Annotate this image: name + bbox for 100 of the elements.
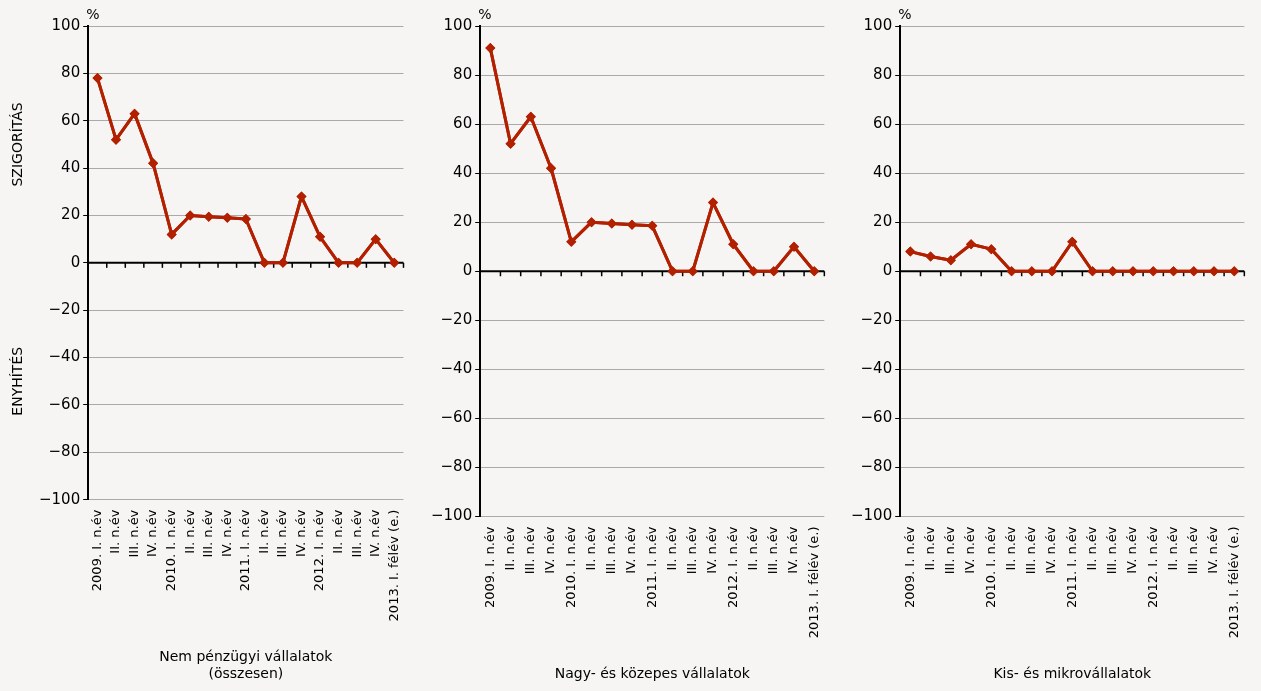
point: [315, 231, 326, 242]
x-tick-label: IV. n.év: [1205, 526, 1221, 574]
y-tick-label: −60: [48, 394, 81, 413]
x-tick-label: IV. n.év: [962, 526, 978, 574]
x-tick-label: II. n.év: [181, 509, 197, 554]
x-tick-label: II. n.év: [1164, 526, 1180, 571]
x-tick-label: III. n.év: [603, 526, 619, 575]
x-tick-label: II. n.év: [255, 509, 271, 554]
x-tick-label: II. n.év: [663, 526, 679, 571]
y-tick-label: −40: [440, 359, 473, 378]
y-tick-label: 20: [873, 212, 893, 231]
x-tick-label: II. n.év: [329, 509, 345, 554]
y-tick-label: −100: [431, 506, 473, 525]
y-tick-label: 20: [61, 205, 81, 224]
y-tick-label: 100: [863, 15, 893, 34]
x-tick-label: 2010. I. n.év: [562, 526, 578, 608]
point: [370, 234, 381, 245]
x-tick-label: IV. n.év: [542, 526, 558, 574]
x-axis-title: Kis- és mikrovállalatok: [993, 665, 1153, 682]
y-tick-label: −20: [860, 310, 893, 329]
y-tick-label: 0: [882, 261, 893, 280]
point: [485, 43, 496, 54]
point: [586, 217, 597, 228]
point: [505, 138, 516, 149]
x-tick-label: III. n.év: [125, 509, 141, 558]
x-tick-label: IV. n.év: [292, 509, 308, 558]
point: [1067, 236, 1078, 247]
y-axis-title: %: [86, 5, 100, 22]
point: [129, 108, 140, 119]
x-tick-label: III. n.év: [522, 526, 538, 575]
point: [788, 241, 799, 252]
point: [222, 212, 233, 223]
y-tick-label: −40: [48, 347, 81, 366]
x-tick-label: III. n.év: [1023, 526, 1039, 575]
x-tick-label: IV. n.év: [218, 509, 234, 558]
x-tick-label: 2013. I. félév (e.): [385, 509, 401, 622]
x-tick-label: II. n.év: [582, 526, 598, 571]
y-axis-title: %: [478, 5, 492, 22]
y-tick-label: −20: [440, 310, 473, 329]
y-tick-label: 60: [453, 113, 473, 132]
x-tick-label: IV. n.év: [623, 526, 639, 574]
y-tick-label: −60: [440, 408, 473, 427]
x-tick-label: II. n.év: [1002, 526, 1018, 571]
point: [525, 111, 536, 122]
y-tick-label: 40: [61, 157, 81, 176]
x-tick-label: 2012. I. n.év: [724, 526, 740, 608]
x-tick-label: 2009. I. n.év: [88, 509, 104, 592]
point: [389, 257, 400, 268]
y-tick-label: 100: [51, 15, 81, 34]
point: [1047, 266, 1058, 277]
y-tick-label: 20: [453, 212, 473, 231]
x-tick-label: 2013. I. félév (e.): [1225, 526, 1241, 639]
point: [809, 266, 820, 277]
x-tick-label: 2011. I. n.év: [643, 526, 659, 608]
x-tick-label: IV. n.év: [1043, 526, 1059, 574]
y-tick-label: 80: [61, 63, 81, 82]
x-tick-label: 2010. I. n.év: [982, 526, 998, 608]
x-tick-label: 2012. I. n.év: [1144, 526, 1160, 608]
x-tick-label: 2009. I. n.év: [481, 526, 497, 608]
point: [1128, 266, 1138, 277]
y-tick-label: 40: [453, 163, 473, 182]
x-tick-label: IV. n.év: [144, 509, 160, 558]
x-tick-label: IV. n.év: [1124, 526, 1140, 574]
y-tick-label: 80: [873, 64, 893, 83]
point: [352, 257, 363, 268]
y-tick-label: 100: [443, 15, 473, 34]
point: [111, 134, 122, 145]
point: [1229, 266, 1240, 277]
point: [966, 239, 977, 250]
point: [1006, 266, 1017, 277]
x-tick-label: III. n.év: [1185, 526, 1201, 575]
y-tick-label: 60: [873, 113, 893, 132]
point: [333, 257, 344, 268]
y-tick-label: −40: [860, 359, 893, 378]
text: SZIGORÍTÁS: [8, 102, 25, 187]
x-axis-title: Nagy- és közepes vállalatok: [554, 665, 751, 682]
point: [925, 251, 936, 262]
y-tick-label: 80: [453, 64, 473, 83]
point: [708, 197, 718, 208]
x-tick-label: III. n.év: [684, 526, 700, 575]
y-tick-label: −20: [48, 300, 81, 319]
y-tick-label: −80: [48, 442, 81, 461]
x-tick-label: 2013. I. félév (e.): [805, 526, 821, 639]
point: [566, 236, 577, 247]
x-axis-title: Nem pénzügyi vállalatok (összesen): [159, 648, 334, 682]
point: [148, 158, 159, 169]
x-tick-label: 2012. I. n.év: [311, 509, 327, 592]
y-axis-title: %: [898, 5, 912, 22]
x-tick-label: II. n.év: [1083, 526, 1099, 571]
x-tick-label: II. n.év: [501, 526, 517, 571]
x-tick-label: III. n.év: [200, 509, 216, 558]
x-tick-label: II. n.év: [744, 526, 760, 571]
x-tick-label: III. n.év: [1104, 526, 1120, 575]
y-tick-label: −80: [440, 457, 473, 476]
x-tick-label: II. n.év: [921, 526, 937, 571]
y-tick-label: 40: [873, 163, 893, 182]
y-tick-label: −80: [860, 457, 893, 476]
x-tick-label: 2010. I. n.év: [163, 509, 179, 592]
x-tick-label: III. n.év: [274, 509, 290, 558]
x-tick-label: III. n.év: [765, 526, 781, 575]
